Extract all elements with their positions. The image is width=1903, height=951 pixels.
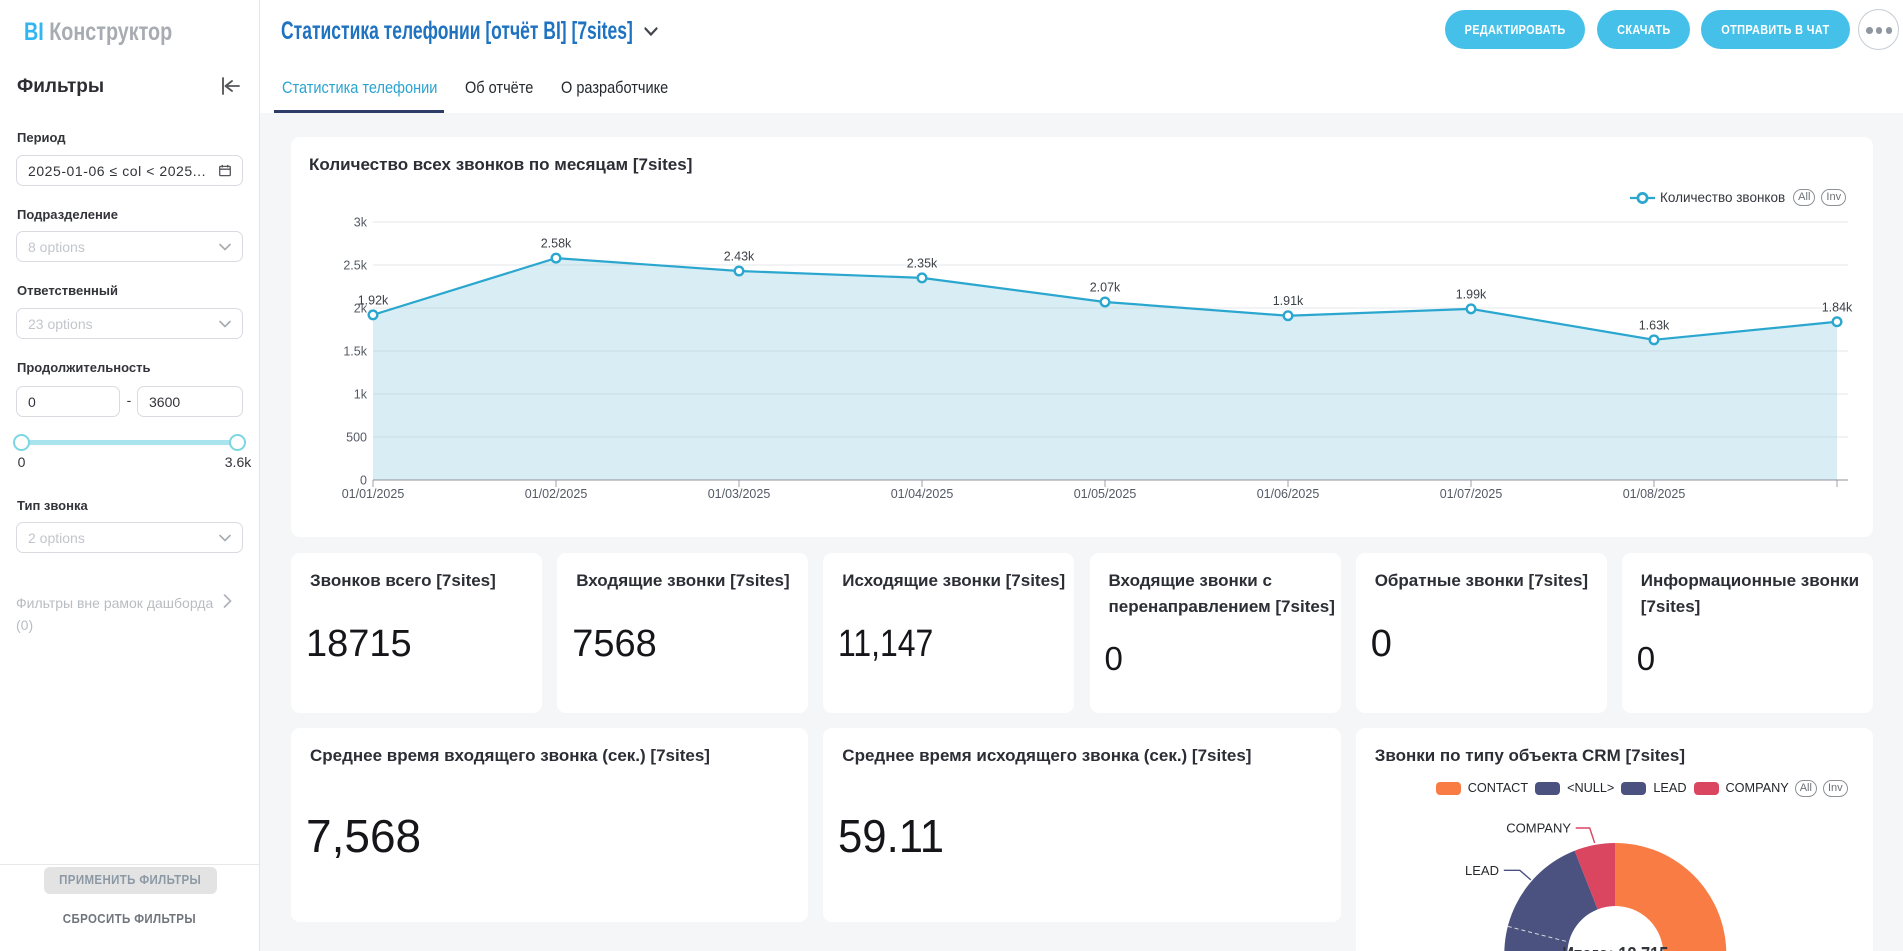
svg-text:01/02/2025: 01/02/2025: [525, 487, 588, 501]
svg-text:2.43k: 2.43k: [724, 250, 755, 264]
svg-text:01/08/2025: 01/08/2025: [1623, 487, 1686, 501]
svg-text:3k: 3k: [354, 216, 368, 230]
svg-text:1.91k: 1.91k: [1273, 294, 1304, 308]
svg-text:2.58k: 2.58k: [541, 237, 572, 251]
svg-text:LEAD: LEAD: [1465, 863, 1499, 878]
svg-text:1.5k: 1.5k: [343, 345, 367, 359]
svg-text:1k: 1k: [354, 388, 368, 402]
svg-text:2.35k: 2.35k: [907, 256, 938, 270]
svg-text:500: 500: [346, 431, 367, 445]
svg-text:01/06/2025: 01/06/2025: [1257, 487, 1320, 501]
svg-text:01/07/2025: 01/07/2025: [1440, 487, 1503, 501]
svg-text:2k: 2k: [354, 302, 368, 316]
svg-text:1.63k: 1.63k: [1639, 318, 1670, 332]
svg-text:0: 0: [360, 474, 367, 488]
svg-text:2.07k: 2.07k: [1090, 280, 1121, 294]
svg-text:01/04/2025: 01/04/2025: [891, 487, 954, 501]
svg-text:COMPANY: COMPANY: [1506, 821, 1571, 836]
svg-text:2.5k: 2.5k: [343, 259, 367, 273]
svg-text:01/03/2025: 01/03/2025: [708, 487, 771, 501]
svg-text:1.99k: 1.99k: [1456, 287, 1487, 301]
svg-text:01/01/2025: 01/01/2025: [342, 487, 405, 501]
svg-text:1.84k: 1.84k: [1822, 300, 1853, 314]
svg-text:01/05/2025: 01/05/2025: [1074, 487, 1137, 501]
svg-text:Итого: 18,715: Итого: 18,715: [1562, 944, 1668, 951]
svg-text:1.92k: 1.92k: [358, 293, 389, 307]
